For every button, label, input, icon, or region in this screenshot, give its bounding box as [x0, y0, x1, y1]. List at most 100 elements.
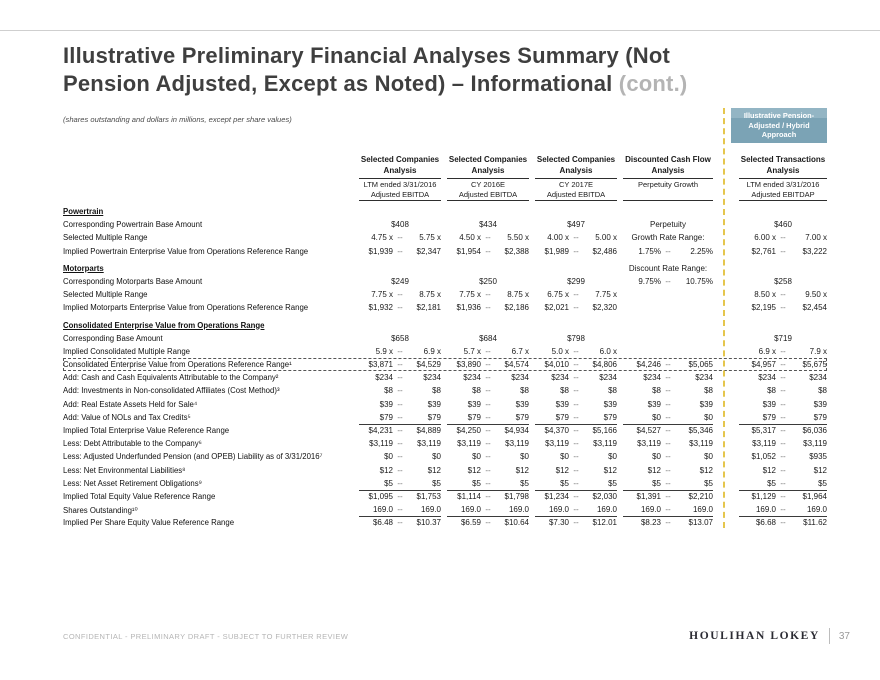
- table-header-row: Selected Companies Analysis LTM ended 3/…: [63, 145, 827, 201]
- range-high: $6,036: [802, 426, 827, 435]
- value-cell: $234 -- $234: [359, 371, 441, 384]
- row-label: Less: Net Environmental Liabilities⁸: [63, 465, 186, 475]
- range-separator: --: [780, 478, 786, 488]
- column-subtitle-line-1: CY 2016E: [470, 180, 506, 189]
- section-header-row: Powertrain: [63, 205, 827, 218]
- column-title: Selected Companies Analysis: [359, 145, 441, 179]
- range-low: $4,370: [544, 426, 569, 435]
- range-low: 169.0: [548, 505, 569, 515]
- range-high: $1,798: [504, 491, 529, 501]
- range-high: $39: [427, 399, 441, 409]
- range-separator: --: [485, 386, 491, 396]
- column-subtitle: CY 2017E Adjusted EBITDA: [535, 179, 617, 201]
- value-cell: $684: [479, 333, 497, 343]
- range-high: 5.50 x: [507, 233, 529, 243]
- range-low: $5,317: [751, 426, 776, 435]
- range-separator: --: [397, 303, 403, 313]
- row-label: Corresponding Motorparts Base Amount: [63, 276, 203, 286]
- range-separator: --: [397, 246, 403, 256]
- value-cell: $497: [567, 220, 585, 230]
- range-separator: --: [485, 290, 491, 300]
- value-cell: $5 -- $5: [623, 477, 713, 491]
- range-low: $39: [379, 399, 393, 409]
- range-high: $234: [423, 373, 441, 383]
- range-high: $13.07: [688, 518, 713, 528]
- column-subtitle: LTM ended 3/31/2016 Adjusted EBITDA: [359, 179, 441, 201]
- column-subtitle-line-1: LTM ended 3/31/2016: [363, 180, 437, 189]
- range-low: $2,021: [544, 303, 569, 313]
- range-separator: --: [397, 399, 403, 409]
- range-high: 6.0 x: [599, 346, 617, 356]
- table-row: Implied Consolidated Multiple Range 5.9 x…: [63, 345, 827, 358]
- column-subtitle-line-2: Adjusted EBITDA: [370, 190, 430, 199]
- value-cell: [359, 262, 441, 275]
- range-high: $12: [699, 465, 713, 475]
- value-cell: $12 -- $12: [623, 464, 713, 477]
- range-low: 169.0: [460, 505, 481, 515]
- range-low: $1,939: [368, 246, 393, 256]
- row-label: Add: Investments in Non-consolidated Aff…: [63, 386, 280, 396]
- value-cell: [739, 319, 827, 332]
- range-separator: --: [665, 386, 671, 396]
- value-cell: [623, 301, 713, 314]
- range-low: $1,391: [636, 491, 661, 501]
- range-low: 7.75 x: [371, 290, 393, 300]
- range-high: $4,806: [592, 360, 617, 370]
- range-high: $1,964: [802, 491, 827, 501]
- range-separator: --: [573, 518, 579, 528]
- value-cell: $12 -- $12: [535, 464, 617, 477]
- value-cell: $8.23 -- $13.07: [623, 516, 713, 529]
- table-row: Less: Adjusted Underfunded Pension (and …: [63, 450, 827, 463]
- value-cell: $4,010 -- $4,806: [535, 358, 617, 371]
- range-high: $4,889: [416, 426, 441, 435]
- value-cell: [447, 262, 529, 275]
- value-cell: $6.48 -- $10.37: [359, 516, 441, 529]
- value-cell: $8 -- $8: [447, 384, 529, 397]
- range-separator: --: [665, 452, 671, 462]
- value-cell: $3,119 -- $3,119: [447, 437, 529, 450]
- range-separator: --: [780, 246, 786, 256]
- value-cell: Discount Rate Range:: [628, 263, 708, 273]
- range-high: $39: [699, 399, 713, 409]
- analysis-summary-table: Illustrative Pension-Adjusted / Hybrid A…: [63, 108, 827, 530]
- table-row: Implied Total Equity Value Reference Ran…: [63, 490, 827, 503]
- range-separator: --: [397, 412, 403, 422]
- range-low: $3,119: [457, 439, 481, 449]
- row-label: Less: Debt Attributable to the Company⁶: [63, 439, 202, 449]
- value-cell: $258: [774, 276, 792, 286]
- units-note: (shares outstanding and dollars in milli…: [63, 115, 292, 124]
- range-low: $6.68: [755, 518, 776, 528]
- row-label: Selected Multiple Range: [63, 233, 148, 243]
- range-high: $4,934: [504, 426, 529, 435]
- value-cell: $0 -- $0: [359, 450, 441, 463]
- value-cell: 7.75 x -- 8.75 x: [359, 288, 441, 301]
- range-high: $5,346: [688, 426, 713, 435]
- range-high: $234: [809, 373, 827, 383]
- range-separator: --: [485, 452, 491, 462]
- value-cell: $79 -- $79: [359, 411, 441, 426]
- value-cell: $4,246 -- $5,065: [623, 358, 713, 371]
- range-separator: --: [397, 478, 403, 488]
- value-cell: [359, 319, 441, 332]
- row-label: Corresponding Base Amount: [63, 333, 163, 343]
- range-low: 4.75 x: [371, 233, 393, 243]
- range-low: $8: [472, 386, 481, 396]
- row-label: Implied Powertrain Enterprise Value from…: [63, 246, 309, 256]
- value-cell: [623, 205, 713, 218]
- value-cell: $1,234 -- $2,030: [535, 490, 617, 503]
- range-separator: --: [573, 246, 579, 256]
- value-cell: [535, 205, 617, 218]
- column-header-dcf: Discounted Cash Flow Analysis Perpetuity…: [623, 145, 713, 201]
- value-cell: $4,370 -- $5,166: [535, 424, 617, 437]
- value-cell: [739, 262, 827, 275]
- range-separator: --: [573, 465, 579, 475]
- range-separator: --: [485, 478, 491, 488]
- range-high: $8: [818, 386, 827, 396]
- range-separator: --: [665, 412, 671, 422]
- row-label: Implied Motorparts Enterprise Value from…: [63, 303, 309, 313]
- value-cell: $234 -- $234: [739, 371, 827, 384]
- table-rows: Powertrain Corresponding Powertrain Base …: [63, 205, 827, 530]
- value-cell: $4,957 -- $5,675: [739, 358, 827, 371]
- table-row: Corresponding Powertrain Base Amount $408…: [63, 218, 827, 231]
- range-separator: --: [485, 439, 491, 449]
